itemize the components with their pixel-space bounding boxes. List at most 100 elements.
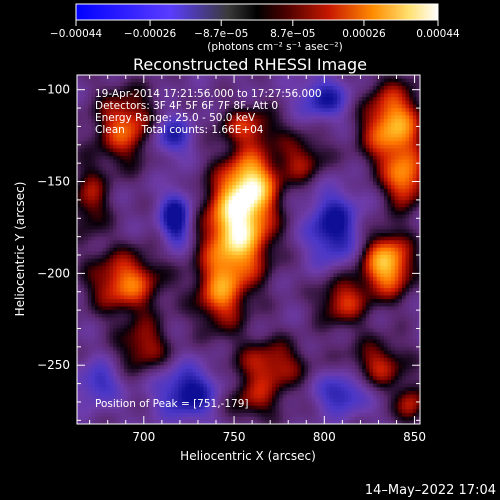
heatmap-cell	[206, 236, 211, 241]
heatmap-cell	[149, 115, 154, 120]
heatmap-cell	[235, 207, 240, 212]
heatmap-cell	[178, 299, 183, 304]
heatmap-cell	[91, 284, 96, 289]
heatmap-cell	[214, 192, 219, 197]
heatmap-cell	[185, 111, 190, 116]
heatmap-cell	[131, 339, 136, 344]
heatmap-cell	[181, 365, 186, 370]
heatmap-cell	[127, 108, 132, 113]
heatmap-cell	[178, 166, 183, 171]
heatmap-cell	[257, 357, 262, 362]
heatmap-cell	[109, 115, 114, 120]
heatmap-cell	[188, 405, 193, 410]
heatmap-cell	[160, 159, 165, 164]
heatmap-cell	[250, 210, 255, 215]
heatmap-cell	[160, 225, 165, 230]
heatmap-cell	[192, 332, 197, 337]
heatmap-cell	[134, 335, 139, 340]
heatmap-cell	[206, 93, 211, 98]
heatmap-cell	[239, 75, 244, 80]
heatmap-cell	[77, 405, 82, 410]
heatmap-cell	[246, 163, 251, 168]
heatmap-cell	[116, 130, 121, 135]
heatmap-cell	[163, 188, 168, 193]
heatmap-cell	[95, 302, 100, 307]
heatmap-cell	[188, 284, 193, 289]
heatmap-cell	[210, 394, 215, 399]
heatmap-cell	[206, 383, 211, 388]
heatmap-cell	[127, 409, 132, 414]
heatmap-cell	[141, 89, 146, 94]
heatmap-cell	[206, 185, 211, 190]
heatmap-cell	[80, 273, 85, 278]
heatmap-cell	[239, 210, 244, 215]
heatmap-cell	[261, 258, 266, 263]
heatmap-cell	[250, 137, 255, 142]
heatmap-cell	[123, 177, 128, 182]
heatmap-cell	[235, 291, 240, 296]
heatmap-cell	[261, 144, 266, 149]
heatmap-cell	[167, 137, 172, 142]
heatmap-cell	[127, 174, 132, 179]
heatmap-cell	[123, 148, 128, 153]
heatmap-cell	[261, 412, 266, 418]
heatmap-cell	[160, 394, 165, 399]
heatmap-cell	[127, 196, 132, 201]
heatmap-cell	[185, 412, 190, 418]
heatmap-cell	[192, 174, 197, 179]
heatmap-cell	[178, 394, 183, 399]
heatmap-cell	[170, 225, 175, 230]
heatmap-cell	[127, 152, 132, 157]
heatmap-cell	[243, 324, 248, 329]
heatmap-cell	[221, 188, 226, 193]
heatmap-cell	[206, 390, 211, 396]
heatmap-cell	[98, 207, 103, 212]
heatmap-cell	[239, 354, 244, 359]
heatmap-cell	[141, 350, 146, 355]
heatmap-cell	[217, 100, 222, 105]
heatmap-cell	[134, 122, 139, 127]
heatmap-cell	[77, 295, 82, 300]
heatmap-cell	[98, 420, 103, 424]
heatmap-cell	[160, 251, 165, 256]
heatmap-cell	[192, 277, 197, 282]
heatmap-cell	[80, 229, 85, 234]
heatmap-cell	[84, 130, 89, 135]
heatmap-cell	[84, 405, 89, 410]
heatmap-cell	[156, 152, 161, 157]
heatmap-cell	[109, 335, 114, 340]
heatmap-cell	[156, 310, 161, 315]
heatmap-cell	[188, 111, 193, 116]
heatmap-cell	[141, 207, 146, 212]
heatmap-cell	[246, 152, 251, 157]
heatmap-cell	[246, 288, 251, 293]
heatmap-cell	[257, 277, 262, 282]
heatmap-cell	[91, 137, 96, 142]
heatmap-cell	[149, 170, 154, 175]
heatmap-cell	[160, 144, 165, 149]
heatmap-cell	[214, 343, 219, 348]
heatmap-cell	[225, 361, 230, 366]
heatmap-cell	[170, 243, 175, 249]
heatmap-cell	[87, 188, 92, 193]
heatmap-cell	[199, 199, 204, 204]
heatmap-cell	[156, 207, 161, 212]
heatmap-cell	[138, 192, 143, 197]
heatmap-cell	[145, 218, 150, 223]
heatmap-cell	[206, 324, 211, 329]
heatmap-cell	[138, 141, 143, 146]
heatmap-cell	[127, 324, 132, 329]
heatmap-cell	[163, 247, 168, 252]
heatmap-cell	[131, 280, 136, 285]
heatmap-cell	[152, 387, 157, 392]
heatmap-cell	[167, 104, 172, 109]
heatmap-cell	[206, 302, 211, 307]
heatmap-cell	[217, 387, 222, 392]
heatmap-cell	[174, 387, 179, 392]
heatmap-cell	[228, 199, 233, 204]
heatmap-cell	[105, 159, 110, 164]
heatmap-cell	[214, 199, 219, 204]
heatmap-cell	[156, 185, 161, 190]
heatmap-cell	[199, 170, 204, 175]
heatmap-cell	[214, 372, 219, 377]
